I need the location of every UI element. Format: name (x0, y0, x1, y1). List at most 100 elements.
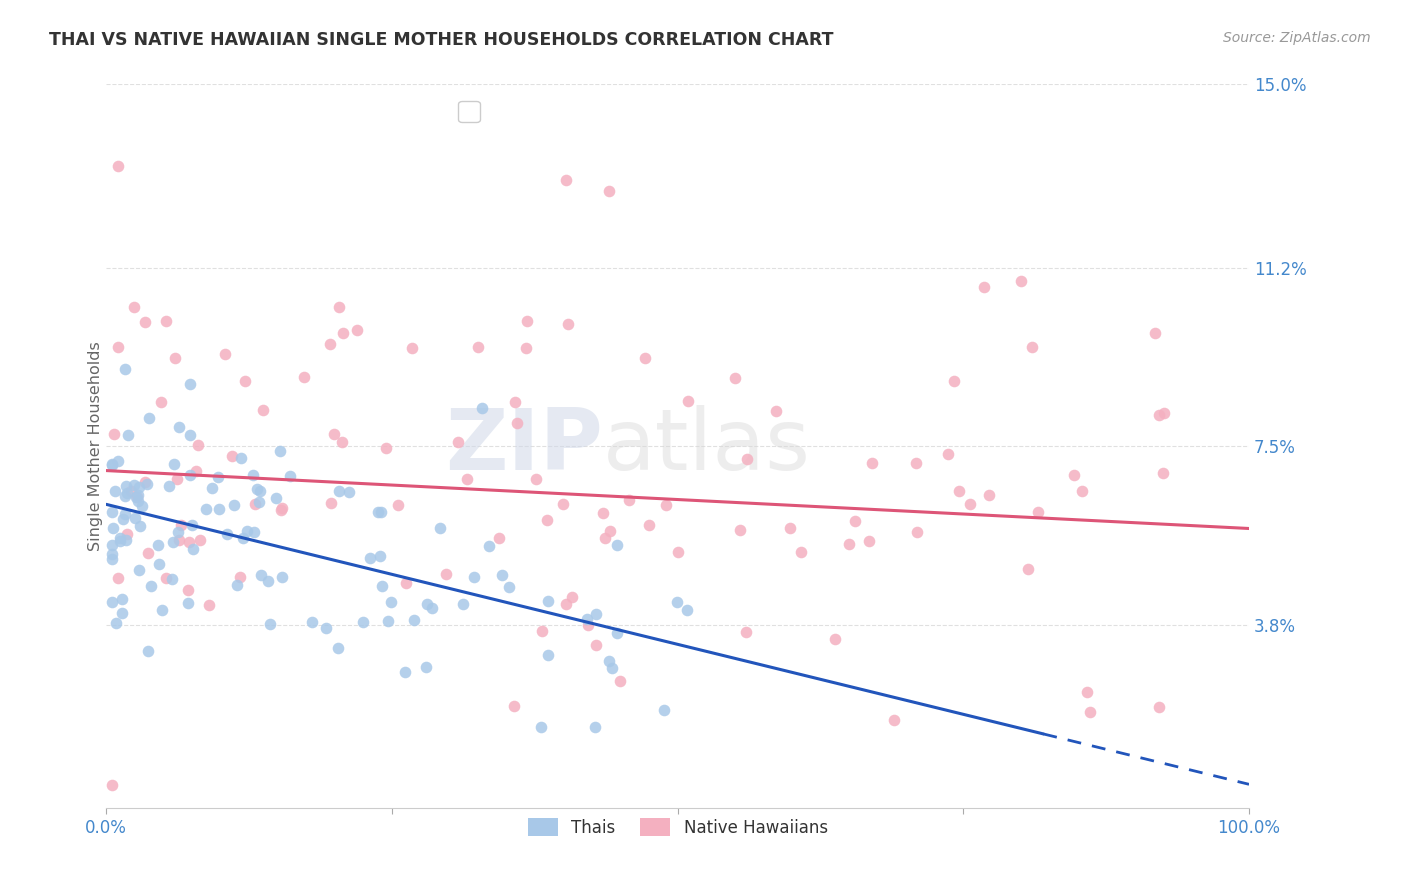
Point (179, 377, 201, 392)
Point (122, 478, 145, 492)
Point (1076, 685, 1098, 699)
Point (278, 469, 301, 483)
Point (252, 402, 274, 417)
Point (537, 594, 560, 608)
Point (737, 451, 759, 466)
Point (135, 477, 157, 491)
Point (824, 632, 846, 646)
Point (162, 572, 184, 586)
Point (467, 339, 489, 353)
Point (163, 351, 186, 365)
Point (537, 648, 560, 662)
Point (148, 557, 170, 571)
Point (201, 481, 224, 495)
Point (103, 427, 125, 442)
Point (666, 545, 689, 559)
Point (531, 624, 554, 638)
Point (593, 531, 616, 545)
Point (503, 699, 526, 714)
Point (184, 464, 207, 478)
Point (194, 502, 217, 516)
Point (943, 374, 966, 388)
Point (124, 300, 146, 314)
Point (101, 505, 124, 519)
Point (515, 341, 537, 355)
Point (779, 521, 801, 535)
Point (359, 551, 381, 566)
Point (136, 643, 159, 657)
Point (553, 497, 575, 511)
Point (491, 568, 513, 582)
Point (101, 458, 124, 472)
Point (415, 660, 437, 674)
Point (634, 351, 657, 366)
Point (162, 535, 184, 549)
Point (654, 703, 676, 717)
Point (606, 625, 628, 640)
Point (259, 617, 281, 632)
Point (103, 521, 125, 535)
Point (1071, 483, 1094, 498)
Point (181, 541, 204, 556)
Point (576, 612, 599, 626)
Point (322, 426, 344, 441)
Point (371, 579, 394, 593)
Point (179, 428, 201, 442)
Point (337, 485, 360, 500)
Point (114, 362, 136, 376)
Point (233, 374, 256, 388)
Point (243, 524, 266, 539)
Point (1080, 706, 1102, 720)
Point (292, 370, 315, 384)
Point (247, 495, 270, 509)
Point (229, 570, 252, 584)
Point (488, 532, 510, 546)
Point (179, 467, 201, 482)
Point (107, 571, 129, 585)
Point (352, 615, 374, 630)
Point (1153, 406, 1175, 420)
Point (617, 493, 640, 508)
Point (583, 720, 606, 734)
Point (1063, 468, 1085, 483)
Text: ZIP: ZIP (446, 405, 603, 488)
Point (977, 488, 1000, 502)
Point (328, 484, 350, 499)
Point (606, 539, 628, 553)
Point (256, 574, 278, 588)
Point (270, 503, 292, 517)
Point (249, 568, 271, 582)
Point (790, 545, 813, 559)
Point (332, 326, 354, 341)
Point (370, 505, 392, 519)
Point (463, 570, 485, 584)
Point (150, 602, 173, 616)
Point (429, 521, 451, 535)
Point (221, 450, 243, 464)
Point (249, 483, 271, 498)
Point (415, 597, 437, 611)
Point (114, 489, 136, 503)
Point (506, 416, 529, 430)
Point (557, 317, 579, 331)
Point (134, 475, 156, 489)
Point (838, 537, 860, 551)
Point (318, 337, 340, 351)
Point (225, 578, 247, 592)
Point (516, 314, 538, 328)
Point (375, 441, 398, 455)
Point (107, 454, 129, 468)
Point (536, 513, 558, 527)
Point (765, 404, 787, 418)
Point (592, 506, 614, 520)
Point (555, 173, 578, 187)
Point (111, 592, 134, 607)
Point (724, 371, 747, 385)
Point (1017, 562, 1039, 576)
Point (394, 665, 416, 679)
Point (166, 524, 188, 539)
Point (101, 595, 124, 609)
Point (246, 483, 269, 497)
Point (236, 524, 259, 538)
Point (150, 394, 173, 409)
